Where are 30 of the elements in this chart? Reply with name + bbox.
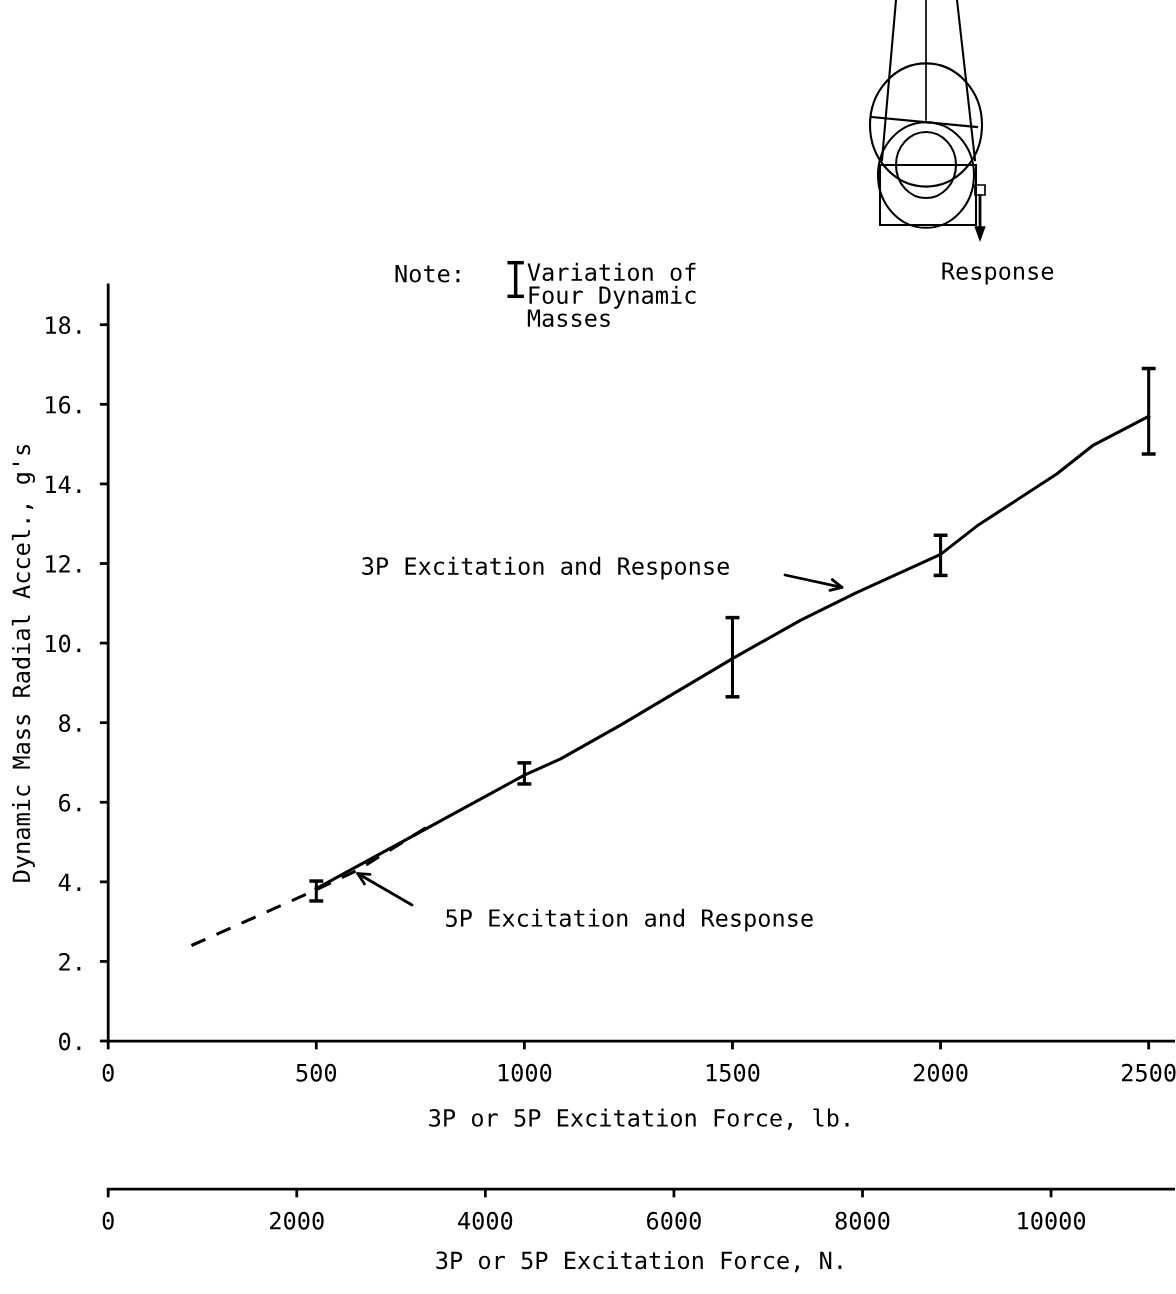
x-tick-label: 1500 [706, 1063, 760, 1082]
x-axis-title: 3P or 5P Excitation Force, lb. [429, 1108, 849, 1130]
text: Note: [395, 264, 460, 283]
y-tick-label: 12. [46, 555, 81, 573]
x2-tick-label: 8000 [835, 1211, 890, 1230]
x-tick-label: 2000 [913, 1063, 968, 1082]
x2-axis-title: 3P or 5P Excitation Force, N. [436, 1251, 842, 1273]
x2-tick-label: 6000 [647, 1211, 701, 1230]
text: Response [942, 262, 1054, 285]
x2-tick-label: 0 [102, 1211, 114, 1230]
y-tick-label: 16. [46, 395, 81, 414]
x-tick-label: 2500 [1122, 1063, 1176, 1082]
y-tick-label: 14. [46, 475, 81, 493]
y-tick-label: 18. [46, 316, 81, 335]
y-tick-label: 0. [59, 1032, 81, 1051]
x2-tick-label: 2000 [270, 1211, 324, 1230]
annotation: 3P Excitation and Response [362, 556, 729, 580]
y-tick-label: 10. [46, 634, 81, 653]
y-tick-label: 4. [58, 873, 81, 891]
x2-tick-label: 4000 [458, 1211, 513, 1230]
y-axis-title: Dynamic Mass Radial Accel., g's [11, 444, 35, 882]
annotation: 5P Excitation and Response [446, 908, 813, 932]
y-tick-label: 8. [59, 714, 81, 733]
y-tick-label: 2. [59, 952, 81, 971]
annotation: Variation of Four Dynamic Masses [527, 262, 696, 328]
y-tick-label: 6. [59, 793, 81, 812]
x2-tick-label: 10000 [1018, 1211, 1086, 1230]
x-tick-label: 0 [102, 1063, 114, 1082]
x-tick-label: 500 [296, 1063, 337, 1082]
x-tick-label: 1000 [498, 1063, 552, 1082]
